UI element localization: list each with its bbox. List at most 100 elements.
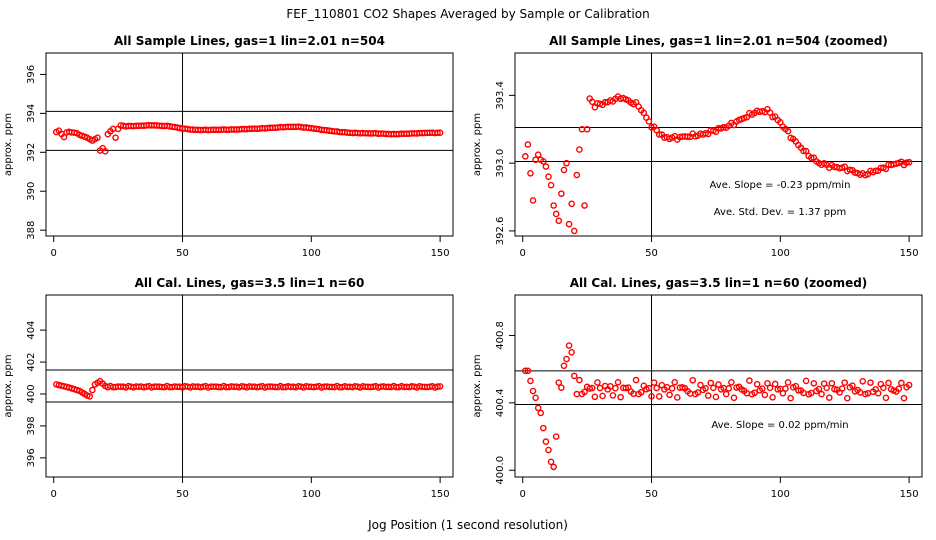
data-point bbox=[846, 166, 854, 174]
y-tick-label: 396 bbox=[26, 65, 37, 84]
data-point bbox=[751, 389, 758, 397]
data-point bbox=[545, 173, 552, 180]
data-point bbox=[689, 376, 697, 384]
data-point bbox=[558, 384, 565, 391]
data-point bbox=[769, 393, 776, 401]
data-point bbox=[885, 379, 892, 387]
y-tick-label: 393.0 bbox=[495, 149, 506, 178]
data-point bbox=[537, 409, 545, 417]
data-point bbox=[831, 385, 838, 393]
data-point bbox=[596, 384, 604, 392]
data-point bbox=[774, 386, 782, 393]
data-point bbox=[905, 381, 913, 389]
data-point bbox=[568, 200, 575, 208]
x-tick-label: 150 bbox=[900, 489, 919, 500]
panel-annotation: Ave. Slope = -0.23 ppm/min bbox=[710, 180, 851, 191]
data-point bbox=[614, 378, 622, 386]
data-point bbox=[666, 391, 673, 399]
y-tick-label: 390 bbox=[26, 182, 37, 201]
y-tick-label: 404 bbox=[26, 321, 37, 340]
data-point bbox=[787, 394, 794, 402]
data-point bbox=[671, 378, 679, 386]
panels: All Sample Lines, gas=1 lin=2.01 n=504 ap… bbox=[3, 34, 923, 500]
data-point bbox=[552, 210, 560, 218]
plot-frame bbox=[514, 52, 923, 237]
data-point bbox=[534, 404, 542, 412]
data-point bbox=[573, 171, 581, 179]
data-point bbox=[655, 393, 663, 400]
data-point bbox=[547, 458, 555, 466]
x-tick-label: 50 bbox=[176, 248, 189, 259]
data-point bbox=[815, 385, 823, 393]
chart-panel-2: All Sample Lines, gas=1 lin=2.01 n=504 (… bbox=[472, 34, 923, 259]
data-point bbox=[570, 372, 578, 380]
x-tick-label: 100 bbox=[302, 248, 321, 259]
data-points bbox=[53, 377, 444, 400]
data-point bbox=[545, 446, 552, 454]
data-point bbox=[784, 379, 792, 386]
data-point bbox=[529, 387, 537, 395]
data-point bbox=[648, 392, 655, 400]
data-point bbox=[524, 367, 532, 375]
y-tick-label: 402 bbox=[26, 353, 37, 372]
data-point bbox=[594, 379, 601, 386]
data-point bbox=[818, 390, 825, 398]
data-point bbox=[758, 385, 766, 392]
panel-title: All Cal. Lines, gas=3.5 lin=1 n=60 bbox=[135, 276, 365, 290]
data-point bbox=[522, 153, 529, 160]
y-tick-label: 392.6 bbox=[495, 217, 506, 246]
data-point bbox=[668, 385, 676, 392]
data-point bbox=[900, 394, 908, 402]
data-point bbox=[436, 129, 444, 137]
data-point bbox=[532, 394, 539, 402]
data-point bbox=[730, 394, 738, 402]
panel-annotation: Ave. Slope = 0.02 ppm/min bbox=[711, 420, 848, 431]
data-point bbox=[771, 380, 779, 388]
data-point bbox=[874, 389, 882, 397]
data-point bbox=[802, 377, 810, 385]
data-point bbox=[843, 394, 851, 402]
data-point bbox=[841, 379, 849, 386]
data-point bbox=[529, 197, 537, 204]
data-point bbox=[540, 158, 547, 165]
data-point bbox=[697, 381, 704, 389]
data-point bbox=[810, 380, 818, 387]
data-point bbox=[581, 202, 588, 209]
data-point bbox=[710, 384, 717, 392]
data-point bbox=[872, 167, 879, 175]
data-point bbox=[617, 393, 624, 401]
x-tick-label: 100 bbox=[771, 248, 790, 259]
data-point bbox=[542, 438, 550, 445]
data-point bbox=[807, 154, 815, 162]
data-point bbox=[645, 118, 653, 125]
data-point bbox=[112, 134, 119, 141]
data-point bbox=[859, 377, 867, 385]
data-point bbox=[560, 166, 568, 174]
y-tick-label: 400.0 bbox=[495, 456, 506, 485]
data-point bbox=[779, 389, 787, 397]
data-points bbox=[522, 93, 913, 235]
data-point bbox=[650, 379, 658, 386]
data-point bbox=[436, 383, 444, 390]
x-axis-label: Jog Position (1 second resolution) bbox=[367, 518, 568, 532]
data-point bbox=[586, 385, 594, 392]
data-point bbox=[905, 158, 913, 166]
data-point bbox=[547, 181, 555, 189]
data-point bbox=[640, 109, 648, 117]
data-point bbox=[766, 384, 774, 392]
y-tick-label: 396 bbox=[26, 448, 37, 467]
data-point bbox=[591, 393, 599, 401]
data-point bbox=[637, 388, 645, 396]
data-point bbox=[882, 394, 890, 402]
data-point bbox=[769, 113, 776, 121]
data-point bbox=[86, 393, 94, 400]
data-point bbox=[707, 379, 715, 387]
figure-title: FEF_110801 CO2 Shapes Averaged by Sample… bbox=[286, 7, 649, 21]
data-point bbox=[60, 133, 68, 141]
x-tick-label: 100 bbox=[302, 489, 321, 500]
plot-frame bbox=[45, 294, 454, 478]
data-point bbox=[712, 393, 720, 401]
x-tick-label: 150 bbox=[431, 489, 450, 500]
data-point bbox=[94, 134, 101, 141]
